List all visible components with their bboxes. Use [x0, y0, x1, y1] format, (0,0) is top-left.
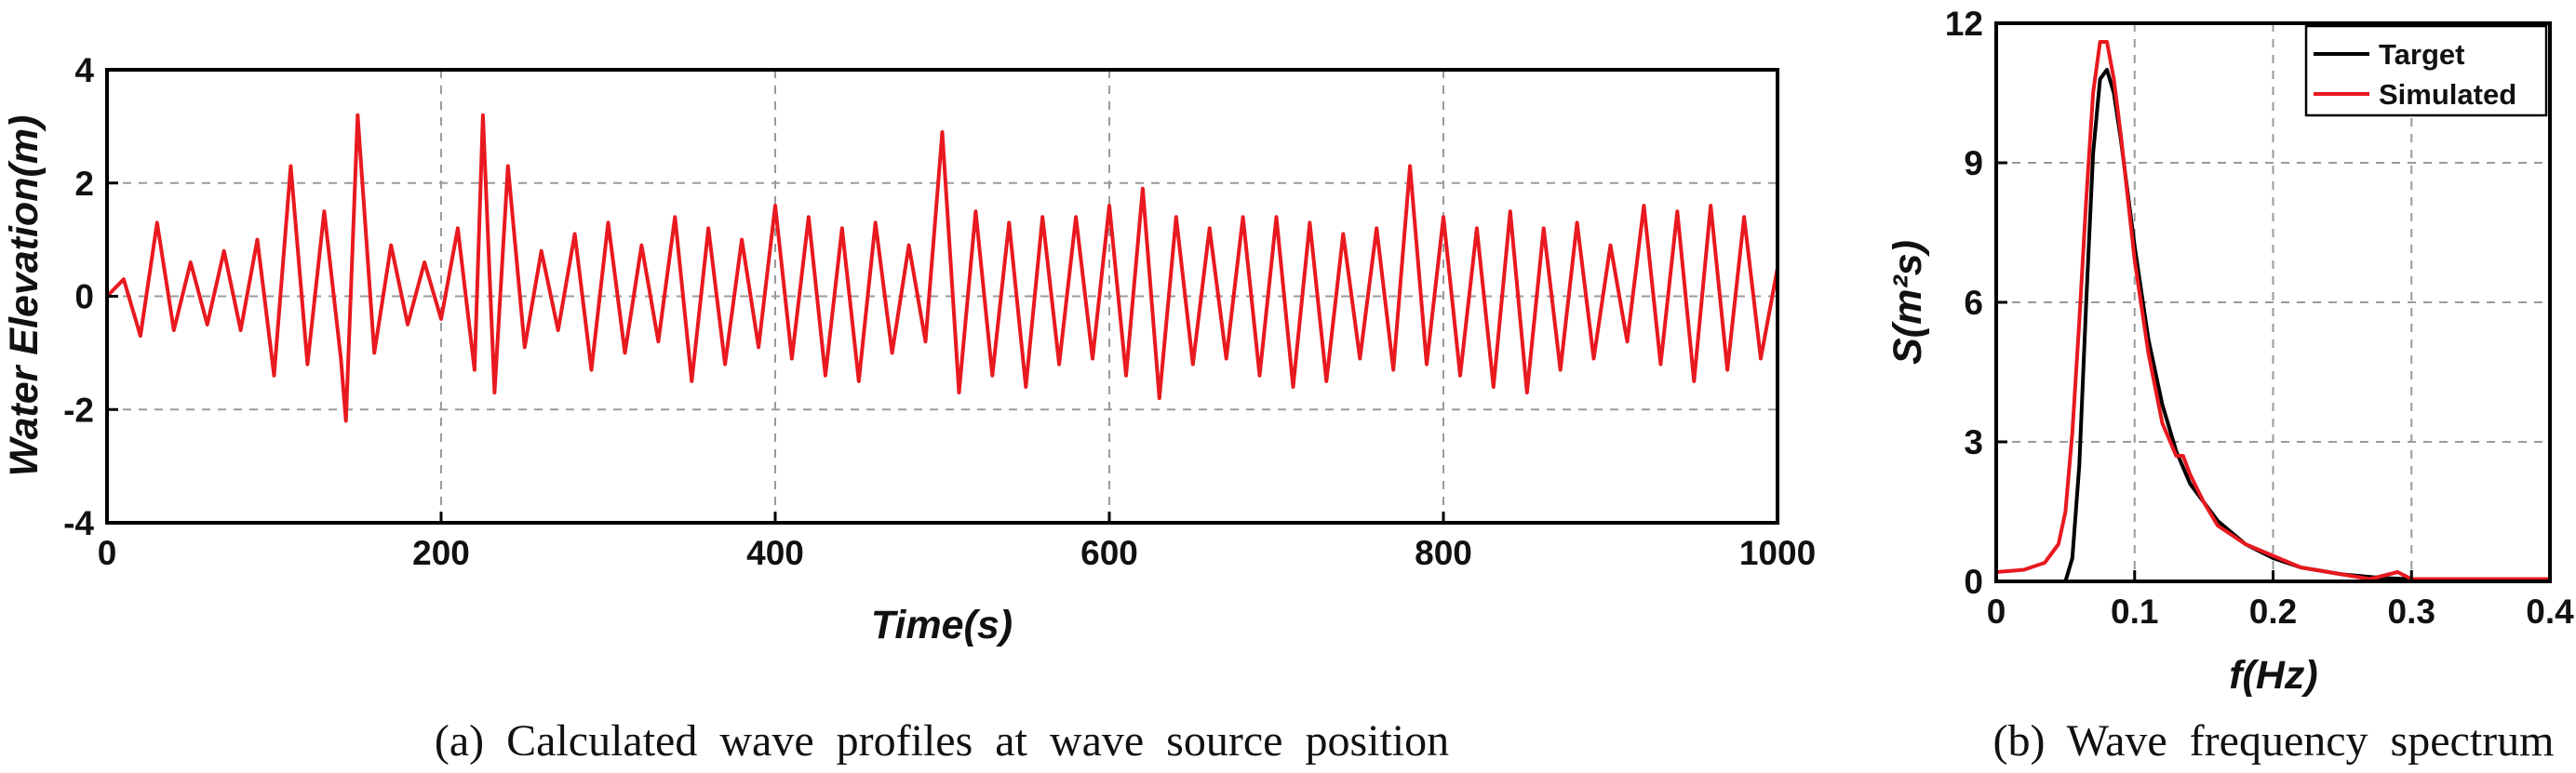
spectrum-y-tick-label: 12	[1945, 5, 1983, 43]
wave-profile-y-tick-label: 2	[74, 165, 94, 203]
spectrum-y-tick-label: 0	[1964, 563, 1983, 601]
wave-profile-y-tick-label: -4	[63, 504, 94, 542]
spectrum-x-tick-label: 0.4	[2526, 593, 2574, 631]
legend-simulated-label: Simulated	[2379, 78, 2516, 111]
wave-profile-y-ticks: -4 -2 0 2 4	[63, 51, 118, 542]
wave-profile-y-tick-label: -2	[63, 391, 94, 429]
spectrum-x-tick-label: 0.2	[2249, 593, 2297, 631]
spectrum-x-ticks: 0 0.1 0.2 0.3 0.4	[1987, 570, 2574, 631]
wave-profile-y-tick-label: 4	[74, 51, 94, 89]
spectrum-grid	[1996, 23, 2550, 581]
wave-profile-caption: (a) Calculated wave profiles at wave sou…	[435, 716, 1449, 766]
spectrum-panel: 0 0.1 0.2 0.3 0.4 0 3 6 9 12 Target Simulated f(…	[1885, 5, 2574, 766]
wave-profile-x-ticks: 0 200 400 600 800 1000	[98, 512, 1816, 572]
wave-profile-x-tick-label: 200	[412, 534, 470, 572]
simulated-spectrum-series	[1995, 40, 2550, 581]
spectrum-y-tick-label: 3	[1964, 423, 1983, 461]
spectrum-legend: Target Simulated	[2304, 24, 2548, 117]
wave-profile-x-tick-label: 0	[98, 534, 117, 572]
wave-profile-y-tick-label: 0	[74, 278, 94, 316]
wave-profile-y-axis-label: Water Elevation(m)	[2, 115, 47, 477]
spectrum-caption: (b) Wave frequency spectrum	[1993, 716, 2555, 766]
spectrum-y-axis-label: S(m²s)	[1885, 240, 1930, 365]
wave-profile-x-tick-label: 600	[1080, 534, 1138, 572]
legend-target-label: Target	[2379, 38, 2464, 71]
legend-box	[2304, 24, 2548, 117]
spectrum-x-tick-label: 0	[1987, 593, 2006, 631]
wave-profile-x-tick-label: 800	[1415, 534, 1472, 572]
wave-profile-x-tick-label: 400	[746, 534, 804, 572]
spectrum-y-ticks: 0 3 6 9 12	[1945, 5, 2007, 601]
spectrum-y-tick-label: 6	[1964, 284, 1983, 322]
spectrum-y-tick-label: 9	[1964, 144, 1983, 182]
spectrum-x-tick-label: 0.1	[2111, 593, 2158, 631]
wave-profile-panel: 0 200 400 600 800 1000 -4 -2 0 2 4 Time(s) Water …	[2, 51, 1816, 766]
wave-profile-grid	[107, 70, 1778, 523]
target-spectrum-series	[2063, 68, 2412, 582]
wave-profile-x-tick-label: 1000	[1739, 534, 1816, 572]
wave-elevation-series	[105, 113, 1779, 423]
spectrum-x-tick-label: 0.3	[2388, 593, 2435, 631]
wave-profile-x-axis-label: Time(s)	[871, 603, 1013, 647]
spectrum-x-axis-label: f(Hz)	[2229, 653, 2318, 698]
